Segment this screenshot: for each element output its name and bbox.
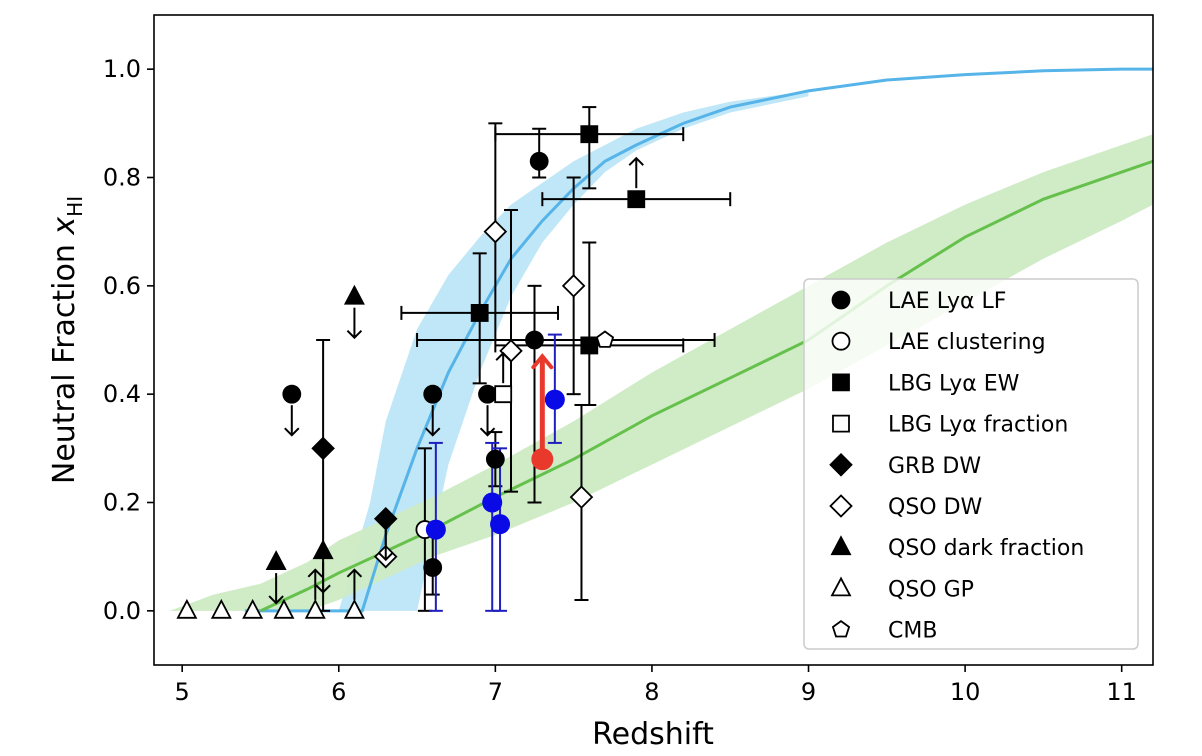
blue-point-1 — [425, 519, 446, 540]
point-qso-dw-20 — [569, 485, 594, 509]
point-grb-dw-15-arrow-head — [378, 552, 394, 562]
point-qso-gp-25 — [210, 598, 232, 619]
point-lae-lya-lf-2-arrow-head — [425, 427, 441, 437]
y-tick-label-5: 1.0 — [103, 55, 141, 83]
point-qso-dw-18 — [499, 339, 523, 363]
point-qso-gp-29-arrow-head — [346, 568, 363, 578]
point-lbg-lya-ew-11-arrow-head — [628, 156, 644, 166]
point-qso-dark-fraction-22 — [312, 539, 334, 560]
blue-point-3 — [490, 514, 511, 535]
point-qso-dark-fraction-21 — [265, 550, 287, 570]
point-lbg-lya-ew-12 — [580, 336, 599, 355]
x-tick-label-11: 11 — [1106, 678, 1137, 706]
point-qso-gp-29 — [343, 598, 365, 619]
legend-label-grb-dw: GRB DW — [888, 454, 981, 479]
point-qso-dw-16-arrow-head — [378, 514, 394, 524]
legend-marker-qso-gp — [830, 576, 852, 597]
point-qso-dark-fraction-21-arrow-head — [268, 595, 284, 605]
x-tick-label-10: 10 — [950, 678, 981, 706]
legend-marker-lbg-lya-fraction — [832, 414, 850, 433]
y-tick-label-3: 0.6 — [103, 272, 141, 300]
y-axis-ticks: 0.0 0.2 0.4 0.6 0.8 1.0 — [103, 55, 154, 625]
point-lae-lya-lf-1 — [282, 384, 302, 404]
x-axis-ticks: 5 6 7 8 9 10 11 — [175, 665, 1137, 706]
limit-arrows — [268, 156, 644, 605]
point-qso-gp-27 — [273, 598, 295, 619]
x-tick-label-7: 7 — [488, 678, 503, 706]
point-lae-lya-lf-3 — [423, 558, 443, 577]
legend-label-lae-lya-lf: LAE Lyα LF — [888, 289, 1006, 314]
point-lae-lya-lf-5 — [485, 449, 505, 469]
point-lbg-lya-fraction-13 — [494, 385, 513, 404]
x-tick-label-9: 9 — [801, 678, 816, 706]
legend-label-qso-dw: QSO DW — [888, 495, 983, 520]
point-lae-lya-lf-6 — [525, 330, 544, 350]
legend-marker-qso-dark-fraction — [830, 535, 852, 556]
legend-marker-lbg-lya-ew — [832, 373, 850, 392]
legend-marker-grb-dw — [829, 453, 853, 477]
point-lae-lya-lf-7 — [529, 151, 549, 171]
point-lae-lya-lf-4-arrow-head — [479, 427, 496, 437]
error-bars — [316, 106, 732, 612]
point-qso-dw-19 — [561, 274, 586, 298]
blue-point-2 — [482, 492, 503, 513]
legend-label-lbg-lya-fraction: LBG Lyα fraction — [888, 413, 1068, 438]
legend-marker-cmb — [831, 619, 851, 638]
y-axis-title-subscript: HI — [63, 196, 87, 217]
legend-marker-lae-clustering — [831, 331, 851, 351]
legend-box — [803, 278, 1139, 650]
legend-marker-qso-dw — [829, 494, 853, 518]
blue-point-4 — [544, 389, 565, 410]
y-axis-title: Neutral Fraction xHI — [47, 196, 87, 484]
point-cmb-30 — [595, 330, 615, 348]
point-qso-dark-fraction-22-arrow-head — [315, 584, 331, 594]
x-axis-title: Redshift — [592, 717, 714, 752]
point-lbg-lya-ew-11 — [627, 190, 646, 209]
y-tick-label-1: 0.2 — [103, 489, 141, 517]
y-tick-label-2: 0.4 — [103, 380, 141, 408]
point-qso-dark-fraction-23 — [343, 284, 365, 305]
point-qso-dark-fraction-23-arrow-head — [346, 329, 363, 340]
legend-label-qso-gp: QSO GP — [888, 577, 974, 602]
legend-label-qso-dark-fraction: QSO dark fraction — [888, 536, 1084, 561]
point-qso-gp-28-arrow-head — [307, 568, 323, 578]
point-qso-gp-28 — [304, 598, 326, 619]
legend-label-cmb: CMB — [888, 619, 937, 644]
legend: LAE Lyα LF LAE clustering LBG Lyα EW LBG Ly… — [803, 278, 1139, 650]
model-line-2 — [259, 159, 1154, 613]
point-lbg-lya-ew-10 — [580, 125, 599, 144]
point-grb-dw-14 — [311, 436, 335, 461]
legend-label-lae-clustering: LAE clustering — [888, 330, 1046, 355]
model-band-2 — [169, 134, 1153, 611]
y-axis-title-symbol: x — [47, 217, 82, 236]
plot-frame — [153, 14, 1154, 666]
legend-marker-lae-lya-lf — [831, 290, 851, 310]
point-lae-lya-lf-2 — [423, 384, 443, 404]
point-lae-lya-lf-1-arrow-head — [284, 427, 300, 437]
point-qso-dw-17 — [483, 219, 508, 244]
y-tick-label-0: 0.0 — [103, 597, 141, 625]
y-axis-title-main: Neutral Fraction — [47, 235, 82, 485]
highlight-arrow-head — [531, 353, 554, 370]
x-tick-label-5: 5 — [175, 678, 190, 706]
y-tick-label-4: 0.8 — [103, 164, 141, 192]
point-lae-lya-lf-4 — [478, 384, 497, 404]
point-lbg-lya-ew-9 — [470, 304, 489, 322]
x-tick-label-6: 6 — [331, 678, 346, 706]
point-qso-gp-26 — [242, 598, 264, 619]
legend-label-lbg-lya-ew: LBG Lyα EW — [888, 371, 1020, 396]
x-tick-label-8: 8 — [644, 678, 659, 706]
point-qso-gp-24 — [176, 598, 198, 619]
point-lbg-lya-fraction-13-arrow-head — [495, 351, 511, 361]
